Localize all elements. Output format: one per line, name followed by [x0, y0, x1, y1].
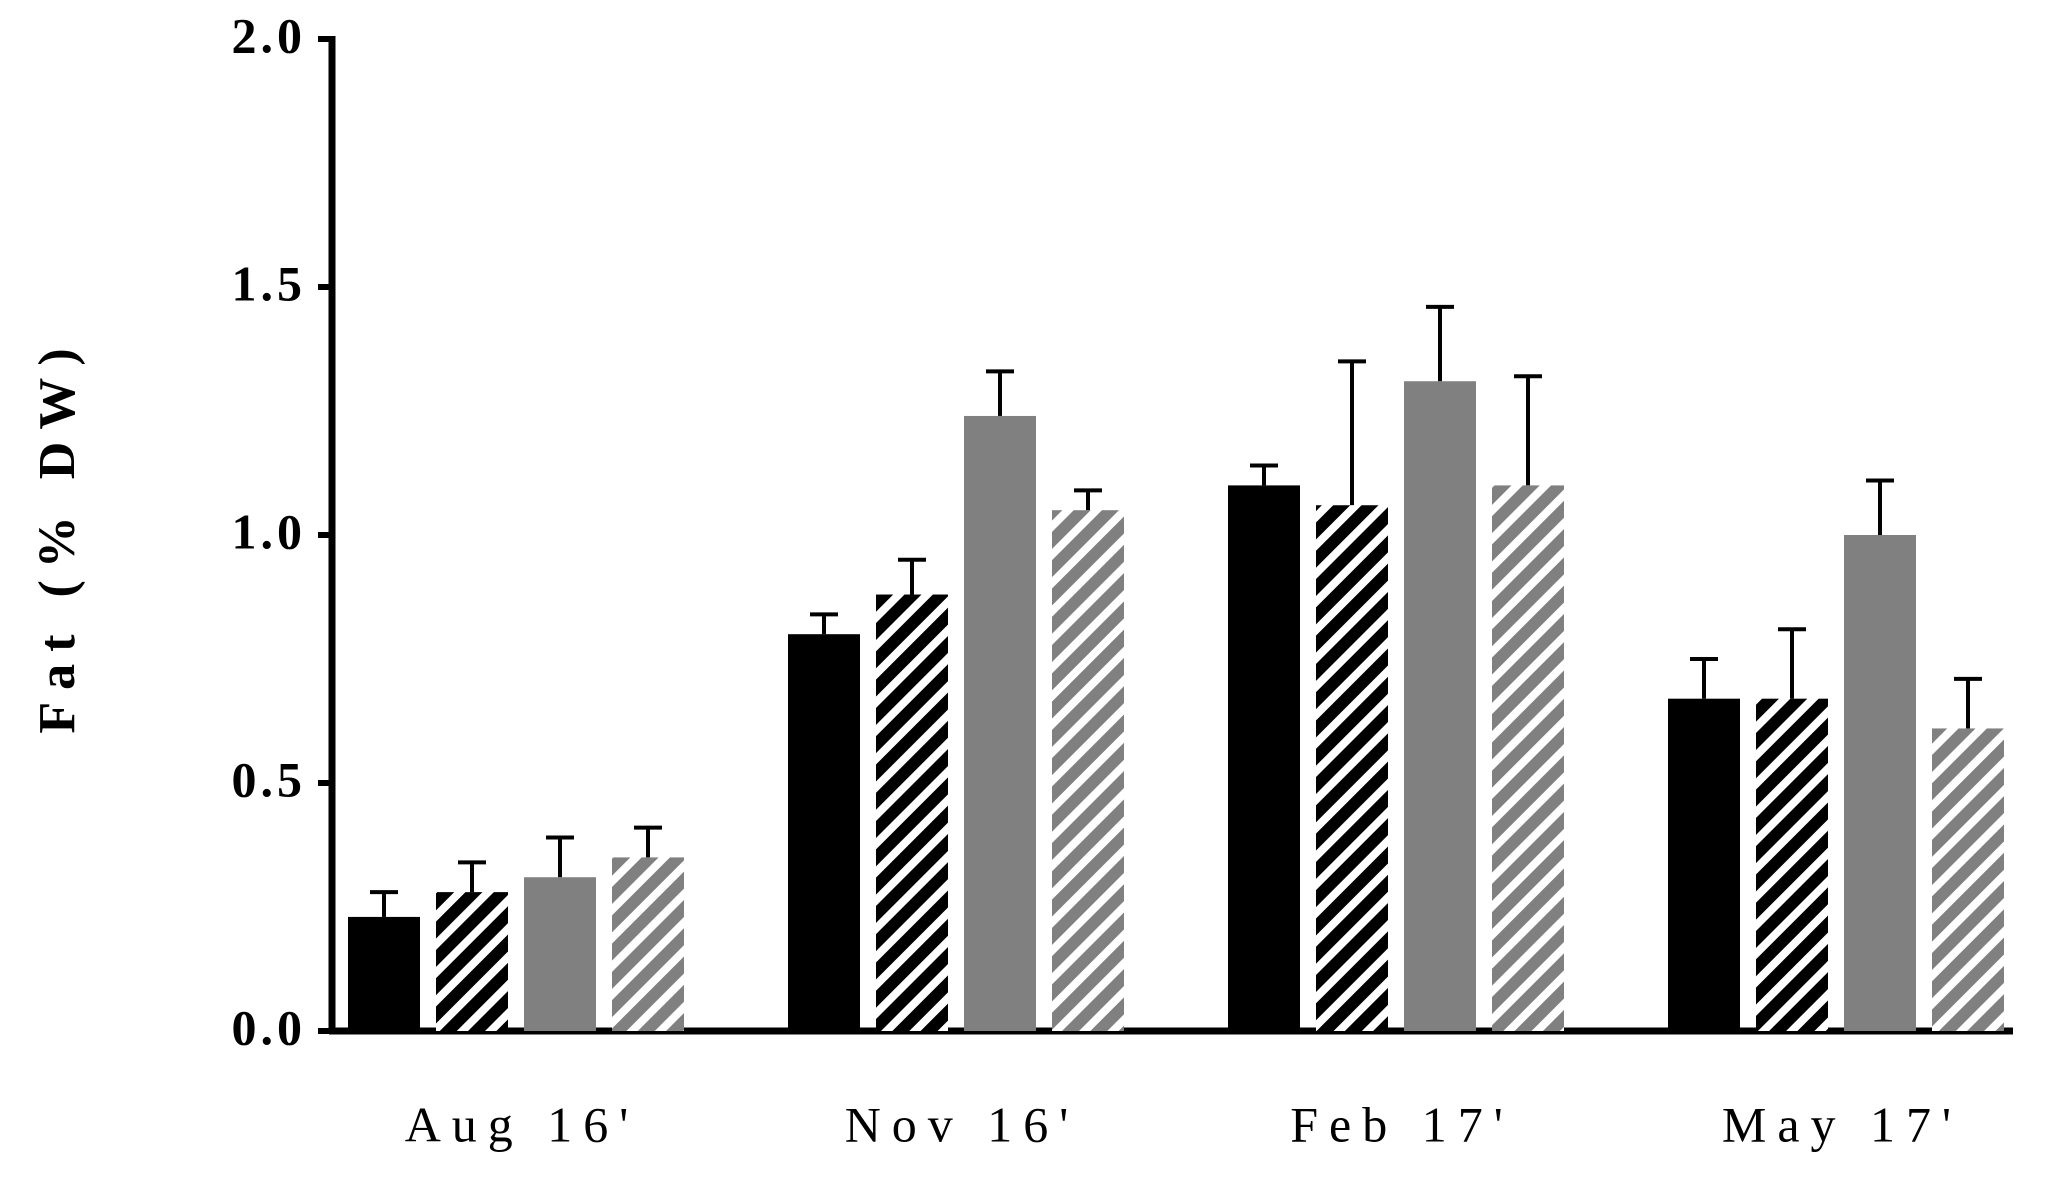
bar	[788, 634, 860, 1031]
bar	[1228, 485, 1300, 1031]
y-tick-label: 2.0	[232, 7, 307, 63]
x-tick-label: Nov 16'	[845, 1096, 1080, 1152]
bar	[1316, 505, 1388, 1031]
y-tick-label: 0.5	[232, 751, 307, 807]
x-tick-label: Aug 16'	[405, 1096, 640, 1152]
bar	[1756, 698, 1828, 1031]
bar	[612, 857, 684, 1031]
bar	[876, 594, 948, 1031]
bar	[1492, 485, 1564, 1031]
y-tick-label: 1.5	[232, 255, 307, 311]
bar	[524, 877, 596, 1031]
y-tick-label: 1.0	[232, 503, 307, 559]
bar	[1844, 535, 1916, 1031]
bar	[1404, 381, 1476, 1031]
x-tick-label: May 17'	[1722, 1096, 1962, 1152]
x-tick-label: Feb 17'	[1290, 1096, 1514, 1152]
bar	[1668, 698, 1740, 1031]
bar	[436, 892, 508, 1031]
bar	[1932, 728, 2004, 1031]
y-axis-label: Fat (% DW)	[29, 336, 86, 733]
y-tick-label: 0.0	[232, 999, 307, 1055]
bar	[348, 916, 420, 1031]
bar	[1052, 510, 1124, 1031]
bar	[964, 415, 1036, 1032]
